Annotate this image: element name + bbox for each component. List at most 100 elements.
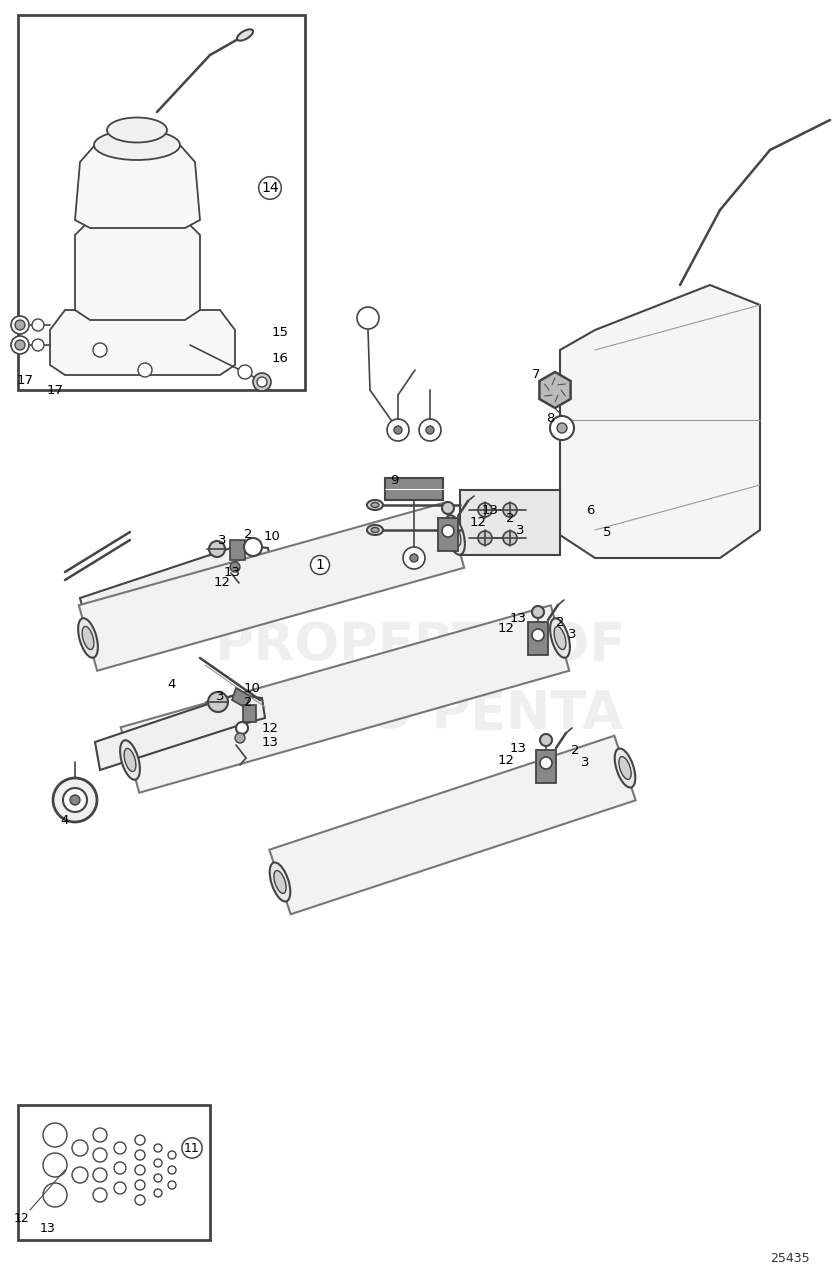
Circle shape bbox=[550, 416, 574, 440]
Text: 16: 16 bbox=[271, 352, 288, 365]
Polygon shape bbox=[460, 490, 560, 556]
Text: 3: 3 bbox=[218, 534, 226, 547]
Text: 12: 12 bbox=[497, 622, 514, 635]
Polygon shape bbox=[230, 540, 245, 561]
Circle shape bbox=[114, 1162, 126, 1174]
Circle shape bbox=[154, 1144, 162, 1152]
Circle shape bbox=[557, 422, 567, 433]
Text: 13: 13 bbox=[481, 503, 498, 517]
Circle shape bbox=[11, 316, 29, 334]
Circle shape bbox=[135, 1165, 145, 1175]
Text: 3: 3 bbox=[516, 524, 524, 536]
Text: 3: 3 bbox=[580, 755, 589, 768]
Text: 5: 5 bbox=[603, 526, 612, 539]
Bar bbox=[18, 1105, 210, 1240]
Bar bbox=[385, 477, 443, 500]
Polygon shape bbox=[539, 372, 570, 408]
Circle shape bbox=[235, 733, 245, 742]
Circle shape bbox=[43, 1123, 67, 1147]
Text: 1: 1 bbox=[316, 558, 324, 572]
Circle shape bbox=[478, 531, 492, 545]
Circle shape bbox=[394, 426, 402, 434]
Text: 11: 11 bbox=[184, 1142, 200, 1155]
Ellipse shape bbox=[120, 740, 140, 780]
Circle shape bbox=[43, 1153, 67, 1178]
Circle shape bbox=[70, 795, 80, 805]
Ellipse shape bbox=[445, 516, 465, 554]
Circle shape bbox=[93, 1128, 107, 1142]
Circle shape bbox=[114, 1181, 126, 1194]
Circle shape bbox=[503, 531, 517, 545]
Polygon shape bbox=[50, 310, 235, 375]
Circle shape bbox=[253, 372, 271, 390]
Circle shape bbox=[72, 1167, 88, 1183]
Circle shape bbox=[168, 1166, 176, 1174]
Polygon shape bbox=[75, 220, 200, 320]
Text: 13: 13 bbox=[261, 736, 279, 749]
Circle shape bbox=[532, 628, 544, 641]
Text: 12: 12 bbox=[14, 1211, 30, 1225]
Circle shape bbox=[503, 503, 517, 517]
Ellipse shape bbox=[237, 29, 253, 41]
Polygon shape bbox=[560, 285, 760, 558]
Text: 3: 3 bbox=[568, 628, 576, 641]
Circle shape bbox=[168, 1151, 176, 1158]
Circle shape bbox=[236, 722, 248, 733]
Text: 8: 8 bbox=[546, 411, 554, 425]
Polygon shape bbox=[243, 705, 256, 722]
Circle shape bbox=[138, 364, 152, 378]
Polygon shape bbox=[79, 502, 465, 671]
Ellipse shape bbox=[615, 749, 635, 787]
Text: 17: 17 bbox=[46, 384, 64, 397]
Circle shape bbox=[540, 733, 552, 746]
Circle shape bbox=[15, 320, 25, 330]
Circle shape bbox=[93, 1188, 107, 1202]
Circle shape bbox=[53, 778, 97, 822]
Circle shape bbox=[135, 1135, 145, 1146]
Circle shape bbox=[135, 1149, 145, 1160]
Polygon shape bbox=[95, 695, 265, 771]
Ellipse shape bbox=[371, 503, 379, 507]
Text: 9: 9 bbox=[390, 475, 398, 488]
Circle shape bbox=[93, 1167, 107, 1181]
Circle shape bbox=[419, 419, 441, 442]
Circle shape bbox=[426, 426, 434, 434]
Circle shape bbox=[540, 756, 552, 769]
Circle shape bbox=[15, 340, 25, 349]
Text: 12: 12 bbox=[470, 516, 486, 529]
Text: 6: 6 bbox=[585, 503, 594, 517]
Ellipse shape bbox=[270, 863, 291, 901]
Circle shape bbox=[43, 1183, 67, 1207]
Polygon shape bbox=[232, 689, 250, 708]
Bar bbox=[18, 15, 305, 390]
Ellipse shape bbox=[554, 626, 566, 649]
Circle shape bbox=[114, 1142, 126, 1155]
Text: 13: 13 bbox=[510, 612, 527, 625]
Circle shape bbox=[93, 343, 107, 357]
Circle shape bbox=[154, 1158, 162, 1167]
Ellipse shape bbox=[78, 618, 98, 658]
Text: 10: 10 bbox=[264, 530, 281, 544]
Polygon shape bbox=[270, 736, 636, 914]
Polygon shape bbox=[75, 145, 200, 228]
Circle shape bbox=[257, 378, 267, 387]
Ellipse shape bbox=[619, 756, 631, 780]
Text: 2: 2 bbox=[244, 529, 252, 541]
Circle shape bbox=[209, 541, 225, 557]
Text: 15: 15 bbox=[271, 326, 288, 339]
Ellipse shape bbox=[550, 618, 570, 658]
Polygon shape bbox=[528, 622, 548, 655]
Text: 2: 2 bbox=[506, 512, 514, 525]
Text: 12: 12 bbox=[261, 722, 279, 735]
Text: 13: 13 bbox=[510, 741, 527, 754]
Circle shape bbox=[442, 502, 454, 515]
Circle shape bbox=[11, 335, 29, 355]
Polygon shape bbox=[121, 605, 570, 792]
Circle shape bbox=[32, 339, 44, 351]
Text: 4: 4 bbox=[168, 678, 176, 691]
Circle shape bbox=[72, 1140, 88, 1156]
Circle shape bbox=[410, 554, 418, 562]
Circle shape bbox=[230, 562, 240, 572]
Polygon shape bbox=[80, 545, 272, 628]
Polygon shape bbox=[536, 750, 556, 783]
